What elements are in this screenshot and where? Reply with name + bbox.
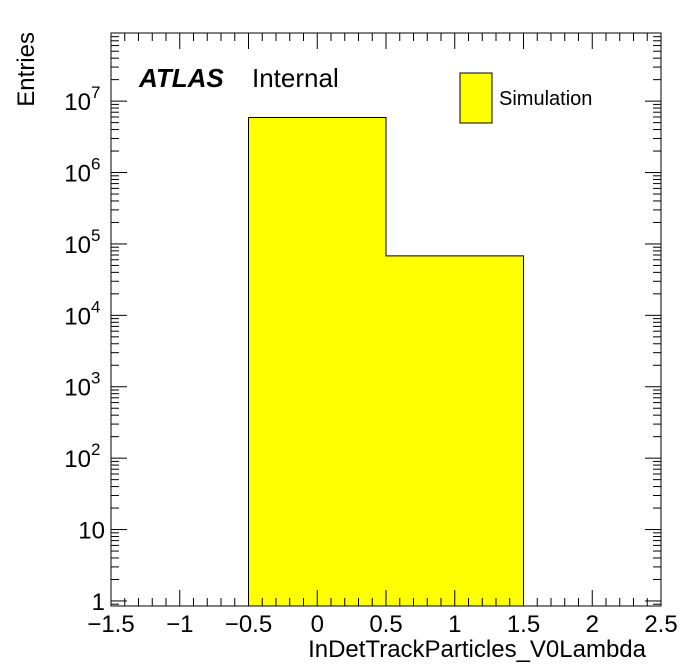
y-tick-exponent: 4 xyxy=(91,297,100,316)
y-tick-exponent: 5 xyxy=(91,226,100,245)
x-tick-label: −0.5 xyxy=(225,611,272,638)
y-axis-title: Entries xyxy=(13,32,40,107)
y-tick-label: 10 xyxy=(64,232,91,259)
tick-marks xyxy=(110,32,662,606)
y-tick-label: 10 xyxy=(64,446,91,473)
y-tick-exponent: 7 xyxy=(91,83,100,102)
internal-label: Internal xyxy=(252,63,339,93)
x-tick-label: −1.5 xyxy=(87,611,134,638)
atlas-label: ATLAS xyxy=(138,63,224,93)
legend-swatch xyxy=(459,72,493,124)
y-tick-label: 10 xyxy=(64,375,91,402)
y-tick-exponent: 2 xyxy=(91,440,100,459)
histogram-outline xyxy=(248,116,524,606)
histogram-bar xyxy=(386,255,524,606)
x-tick-labels: −1.5 −1 −0.5 0 0.5 1 1.5 2 2.5 xyxy=(87,611,677,638)
y-tick-label: 10 xyxy=(78,518,105,545)
x-tick-label: 2.5 xyxy=(644,611,677,638)
x-tick-label: 0.5 xyxy=(369,611,402,638)
histogram-bars xyxy=(248,116,524,606)
x-tick-label: −1 xyxy=(166,611,193,638)
y-tick-label: 10 xyxy=(64,89,91,116)
histogram-bar xyxy=(248,117,386,606)
legend: Simulation xyxy=(459,72,592,124)
x-tick-label: 1.5 xyxy=(507,611,540,638)
y-tick-label: 10 xyxy=(64,161,91,188)
legend-entry: Simulation xyxy=(499,88,592,110)
y-tick-label: 1 xyxy=(92,589,105,616)
x-tick-label: 1 xyxy=(448,611,461,638)
x-tick-label: 0 xyxy=(311,611,324,638)
y-tick-exponent: 6 xyxy=(91,155,100,174)
y-tick-label: 10 xyxy=(64,303,91,330)
x-tick-label: 2 xyxy=(586,611,599,638)
y-tick-exponent: 3 xyxy=(91,369,100,388)
x-axis-title: InDetTrackParticles_V0Lambda xyxy=(308,636,647,663)
